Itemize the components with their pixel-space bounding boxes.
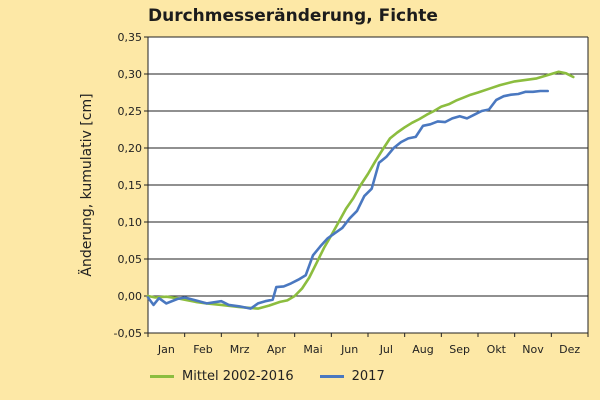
x-tick-label: Dez: [559, 343, 580, 356]
x-tick-label: Jan: [157, 343, 175, 356]
x-tick-label: Sep: [449, 343, 470, 356]
chart-title: Durchmesseränderung, Fichte: [148, 6, 438, 26]
legend: Mittel 2002-2016 2017: [150, 369, 411, 384]
x-tick-label: Mai: [303, 343, 322, 356]
legend-swatch-2017: [319, 375, 344, 378]
legend-label-mittel: Mittel 2002-2016: [182, 369, 294, 384]
legend-label-2017: 2017: [351, 369, 385, 384]
legend-swatch-mittel: [150, 375, 174, 378]
y-tick-label: 0,30: [118, 68, 143, 81]
x-tick-label: Jun: [340, 343, 358, 356]
y-tick-label: -0,05: [114, 327, 142, 340]
x-tick-label: Aug: [412, 343, 433, 356]
legend-item-mittel: Mittel 2002-2016: [150, 369, 294, 384]
y-tick-label: 0,05: [118, 253, 143, 266]
series-line-2017: [146, 89, 550, 310]
y-tick-label: 0,15: [118, 179, 143, 192]
x-tick-label: Apr: [267, 343, 287, 356]
y-tick-label: 0,00: [118, 290, 143, 303]
y-tick-label: 0,20: [118, 142, 143, 155]
y-tick-label: 0,25: [118, 105, 143, 118]
x-tick-label: Mrz: [230, 343, 250, 356]
x-tick-label: Nov: [522, 343, 544, 356]
x-tick-label: Feb: [193, 343, 212, 356]
x-tick-label: Jul: [379, 343, 393, 356]
y-tick-label: 0,10: [118, 216, 143, 229]
y-tick-label: 0,35: [118, 31, 143, 44]
x-tick-label: Okt: [487, 343, 507, 356]
legend-item-2017: 2017: [319, 369, 385, 384]
